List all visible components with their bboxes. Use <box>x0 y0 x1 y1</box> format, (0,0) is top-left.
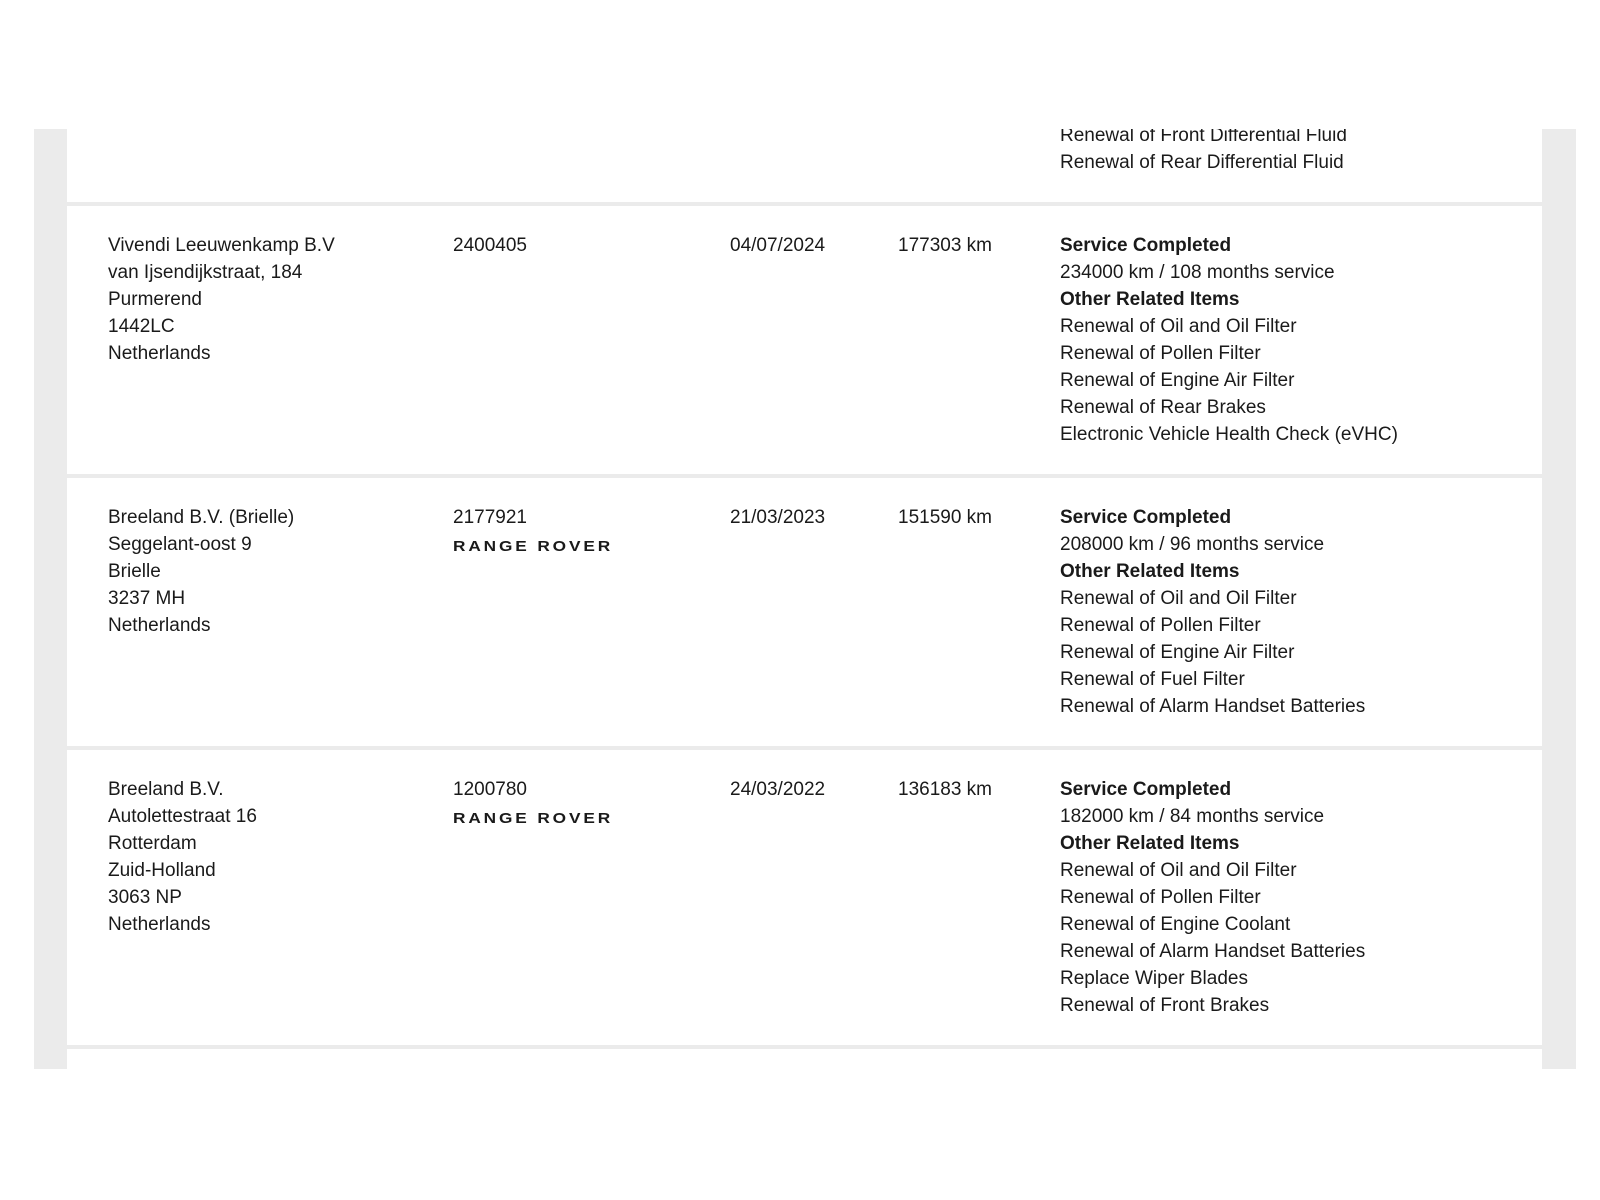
related-heading: Other Related Items <box>1060 289 1240 310</box>
dealer-line: Breeland B.V. (Brielle) <box>108 507 295 528</box>
related-heading: Other Related Items <box>1060 561 1240 582</box>
row-separator <box>67 1045 1542 1049</box>
repair-number: 1200780 <box>453 779 527 800</box>
service-item: Renewal of Engine Coolant <box>1060 914 1291 935</box>
status: Service Completed <box>1060 235 1232 256</box>
dealer-line: Autolettestraat 16 <box>108 806 257 827</box>
service-interval: 208000 km / 96 months service <box>1060 534 1325 555</box>
service-item: Renewal of Pollen Filter <box>1060 887 1261 908</box>
brand-logo: RANGE ROVER <box>453 810 614 827</box>
mileage: 177303 km <box>898 235 993 256</box>
service-item: Renewal of Oil and Oil Filter <box>1060 588 1297 609</box>
history-table: Renewal of Front Differential Fluid Renew… <box>67 129 1542 1069</box>
row-separator <box>67 474 1542 478</box>
repair-number: 2400405 <box>453 235 527 256</box>
service-item: Renewal of Engine Air Filter <box>1060 642 1295 663</box>
dealer-line: Breeland B.V. <box>108 779 224 800</box>
dealer-line: 3237 MH <box>108 588 186 609</box>
service-item: Renewal of Front Differential Fluid <box>1060 129 1347 146</box>
service-item: Renewal of Alarm Handset Batteries <box>1060 941 1366 962</box>
service-item: Renewal of Alarm Handset Batteries <box>1060 696 1366 717</box>
related-heading: Other Related Items <box>1060 833 1240 854</box>
dealer-line: Rotterdam <box>108 833 197 854</box>
service-item: Renewal of Fuel Filter <box>1060 669 1245 690</box>
dealer-line: Netherlands <box>108 343 211 364</box>
service-item: Renewal of Pollen Filter <box>1060 343 1261 364</box>
dealer-line: van Ijsendijkstraat, 184 <box>108 262 303 283</box>
service-item: Renewal of Rear Brakes <box>1060 397 1266 418</box>
status: Service Completed <box>1060 779 1232 800</box>
service-item: Renewal of Oil and Oil Filter <box>1060 860 1297 881</box>
service-interval: 182000 km / 84 months service <box>1060 806 1325 827</box>
dealer-line: Seggelant-oost 9 <box>108 534 252 555</box>
dealer-line: Vivendi Leeuwenkamp B.V <box>108 235 335 256</box>
dealer-line: Zuid-Holland <box>108 860 216 881</box>
row-separator <box>67 202 1542 206</box>
service-date: 21/03/2023 <box>730 507 826 528</box>
service-date: 24/03/2022 <box>730 779 826 800</box>
service-item: Renewal of Oil and Oil Filter <box>1060 316 1297 337</box>
dealer-line: Brielle <box>108 561 161 582</box>
row-separator <box>67 746 1542 750</box>
service-item: Electronic Vehicle Health Check (eVHC) <box>1060 424 1398 445</box>
service-item: Renewal of Pollen Filter <box>1060 615 1261 636</box>
service-date: 04/07/2024 <box>730 235 826 256</box>
frame: Renewal of Front Differential Fluid Renew… <box>34 129 1576 1069</box>
brand-logo: RANGE ROVER <box>453 538 614 555</box>
service-interval: 234000 km / 108 months service <box>1060 262 1335 283</box>
dealer-line: Purmerend <box>108 289 202 310</box>
service-item: Renewal of Front Brakes <box>1060 995 1270 1016</box>
repair-number: 2177921 <box>453 507 527 528</box>
dealer-line: 3063 NP <box>108 887 182 908</box>
mileage: 136183 km <box>898 779 993 800</box>
mileage: 151590 km <box>898 507 993 528</box>
dealer-line: Netherlands <box>108 615 211 636</box>
service-item: Renewal of Engine Air Filter <box>1060 370 1295 391</box>
dealer-line: 1442LC <box>108 316 175 337</box>
service-item: Replace Wiper Blades <box>1060 968 1248 989</box>
status: Service Completed <box>1060 507 1232 528</box>
dealer-line: Netherlands <box>108 914 211 935</box>
service-item: Renewal of Rear Differential Fluid <box>1060 152 1344 173</box>
